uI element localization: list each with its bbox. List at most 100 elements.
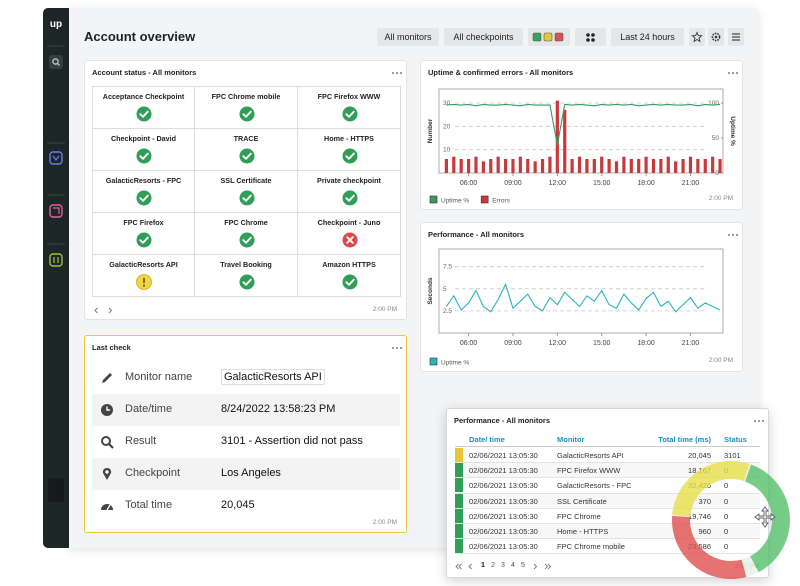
settings-button[interactable] (708, 28, 724, 46)
bar (666, 156, 670, 173)
nav-icon[interactable] (49, 204, 63, 218)
monitor-name: GalacticResorts API (109, 260, 178, 269)
pager-arrow[interactable] (455, 563, 463, 570)
table-cell: 02/06/2021 13:05:30 (469, 511, 538, 521)
exclamation (143, 277, 145, 284)
status-cell[interactable]: FPC Chrome mobile (195, 87, 298, 129)
row-status-marker (455, 539, 463, 554)
status-circle (342, 148, 357, 164)
pager-arrow[interactable] (468, 563, 473, 570)
y-tick-label: 5 (443, 286, 447, 293)
status-circle (342, 106, 357, 122)
y-axis-label: Seconds (427, 277, 434, 304)
filter-button[interactable]: All monitors (377, 28, 439, 46)
uptime-chart-panel: Uptime & confirmed errors - All monitors… (420, 60, 743, 210)
status-cell[interactable]: GalacticResorts - FPC (93, 171, 195, 213)
donut-overlay (672, 461, 790, 579)
status-cell[interactable]: Checkpoint - Juno (298, 213, 401, 255)
layout-dot (591, 38, 595, 42)
status-cell[interactable]: Checkpoint - David (93, 129, 195, 171)
bar (577, 156, 582, 173)
y-tick-label: 2.5 (443, 308, 452, 315)
legend-item[interactable]: Uptime % (429, 357, 469, 367)
page-number[interactable]: 5 (521, 562, 525, 569)
search-button[interactable] (49, 55, 63, 69)
status-cell[interactable]: FPC Firefox (93, 213, 195, 255)
status-cell[interactable]: Amazon HTTPS (298, 255, 401, 297)
menu-button[interactable] (727, 233, 739, 237)
status-icon (239, 106, 254, 122)
x-tick-label: 15:00 (593, 180, 611, 187)
menu-dot (396, 72, 398, 74)
detail-row: Result 3101 - Assertion did not pass (92, 426, 400, 458)
x-tick-label: 09:00 (504, 340, 522, 347)
bar (489, 159, 493, 173)
legend-item[interactable]: Errors (480, 195, 511, 205)
menu-button[interactable] (391, 346, 403, 350)
detail-value: 20,045 (221, 499, 255, 511)
y2-tick-label: 50 (712, 135, 720, 142)
check-mark (344, 194, 355, 202)
status-circle (342, 274, 357, 290)
status-cell[interactable]: Acceptance Checkpoint (93, 87, 195, 129)
status-filter-button[interactable] (528, 28, 570, 46)
icon-shape (106, 504, 111, 511)
row-icon (102, 373, 112, 383)
legend-item[interactable]: Uptime % (429, 195, 469, 205)
search-icon (52, 58, 59, 65)
page-number[interactable]: 4 (511, 562, 515, 569)
status-cell[interactable]: TRACE (195, 129, 298, 171)
user-area[interactable] (48, 478, 64, 502)
menu-button[interactable] (728, 28, 744, 46)
table-row[interactable]: 02/06/2021 13:05:30 FPC Chrome 19,746 0 (455, 508, 760, 524)
page-number[interactable]: 1 (481, 562, 485, 569)
nav-icon[interactable] (49, 253, 63, 267)
status-cell[interactable]: GalacticResorts API (93, 255, 195, 297)
layout-icon (586, 33, 595, 42)
move-arrows (754, 506, 776, 528)
nav-icon[interactable] (49, 151, 63, 165)
menu-dot (400, 347, 402, 349)
check-mark (139, 110, 149, 118)
row-status-marker (455, 478, 463, 493)
status-cell[interactable]: Home - HTTPS (298, 129, 401, 171)
status-cell[interactable]: FPC Chrome (195, 213, 298, 255)
pager-arrow[interactable] (544, 563, 552, 570)
status-circle (136, 148, 152, 164)
page-number[interactable]: 2 (491, 562, 495, 569)
table-cell: 0 (724, 527, 729, 536)
table-row[interactable]: 02/06/2021 13:05:30 GalacticResorts API 20… (455, 448, 760, 464)
status-cell[interactable]: SSL Certificate (195, 171, 298, 213)
page-number[interactable]: 3 (501, 562, 505, 569)
time-range-button[interactable]: Last 24 hours (611, 28, 684, 46)
pager-arrow[interactable] (108, 307, 113, 314)
bar (466, 159, 471, 173)
status-cell[interactable]: FPC Firefox WWW (298, 87, 401, 129)
status-icon (136, 274, 152, 290)
status-circle (239, 106, 254, 122)
menu-button-icon (732, 33, 740, 41)
menu-button[interactable] (727, 71, 739, 75)
detail-label: Result (125, 435, 157, 447)
bar (629, 159, 633, 173)
status-cell[interactable]: Private checkpoint (298, 171, 401, 213)
status-cell[interactable]: Travel Booking (195, 255, 298, 297)
bar (600, 156, 604, 173)
row-status-marker (455, 508, 463, 523)
table-cell: FPC Firefox WWW (557, 466, 621, 476)
chevron (544, 563, 552, 570)
menu-button[interactable] (391, 71, 403, 75)
menu-dot (754, 420, 756, 422)
move-icon[interactable] (754, 506, 776, 528)
pager-arrow[interactable] (94, 307, 99, 314)
layout-button[interactable] (575, 28, 606, 46)
table-cell: FPC Chrome mobile (557, 542, 625, 552)
timestamp: 2:00 PM (708, 357, 733, 364)
logo[interactable]: up (50, 19, 62, 30)
favorite-button[interactable] (689, 28, 705, 46)
menu-button[interactable] (753, 419, 765, 423)
pager-arrow[interactable] (533, 563, 538, 570)
filter-button[interactable]: All checkpoints (444, 28, 523, 46)
bar (674, 161, 678, 173)
monitor-name: FPC Firefox WWW (317, 92, 381, 101)
